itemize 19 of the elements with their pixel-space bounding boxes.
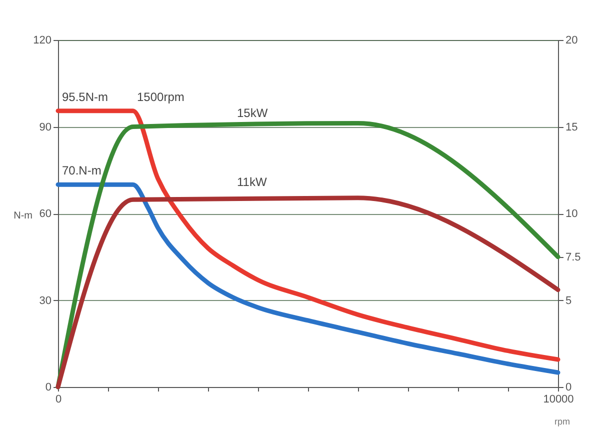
y2-tick-label: 10	[566, 208, 578, 220]
y-axis-title: N-m	[14, 210, 32, 222]
y-tick-label: 60	[39, 208, 52, 220]
y-tick-label: 120	[33, 34, 52, 46]
annotation: 11kW	[237, 175, 268, 190]
y-tick-label: 90	[39, 121, 52, 134]
y-tick-label: 30	[39, 294, 52, 307]
y-tick-label: 0	[45, 382, 52, 394]
annotation: 70.N-m	[62, 164, 102, 178]
annotation: 1500rpm	[137, 90, 184, 104]
annotation: 95.5N-m	[62, 90, 108, 104]
y2-tick-label: 20	[566, 34, 578, 46]
y2-tick-label: 0	[566, 382, 572, 394]
x-axis-title: rpm	[554, 416, 570, 426]
y2-tick-label: 7.5	[566, 251, 581, 264]
annotation: 15kW	[237, 106, 268, 120]
y2-tick-label: 5	[566, 294, 572, 307]
x-tick-label: 10000	[543, 394, 574, 406]
y2-tick-label: 15	[566, 121, 578, 134]
